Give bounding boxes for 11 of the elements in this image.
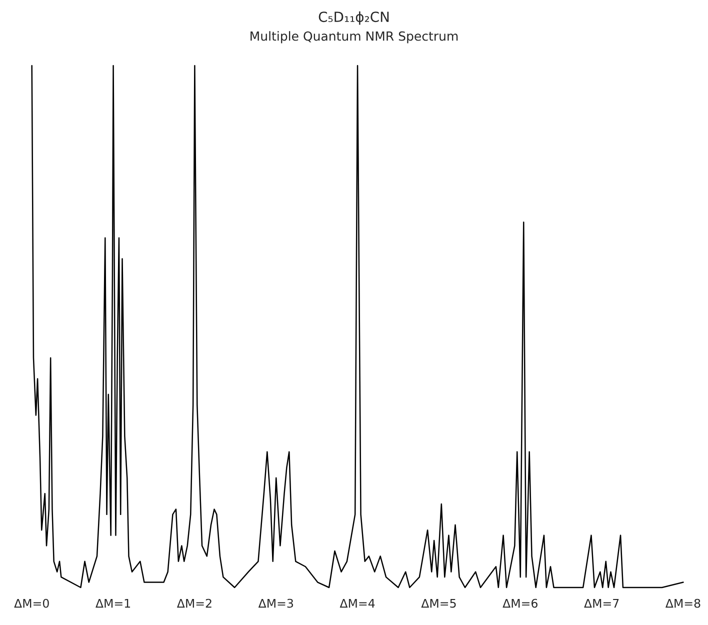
x-tick-label: ΔM=8 bbox=[665, 598, 700, 608]
x-tick-label: ΔM=4 bbox=[340, 598, 375, 608]
chart-title: C₅D₁₁ϕ₂CN bbox=[318, 11, 389, 25]
x-tick-label: ΔM=7 bbox=[584, 598, 619, 608]
chart-subtitle: Multiple Quantum NMR Spectrum bbox=[250, 31, 458, 44]
x-tick-label: ΔM=6 bbox=[502, 598, 538, 608]
x-tick-label: ΔM=0 bbox=[14, 598, 49, 608]
x-tick-label: ΔM=1 bbox=[96, 598, 130, 608]
x-tick-label: ΔM=2 bbox=[176, 598, 212, 608]
x-tick-label: ΔM=5 bbox=[421, 598, 456, 608]
x-tick-label: ΔM=3 bbox=[258, 598, 294, 608]
